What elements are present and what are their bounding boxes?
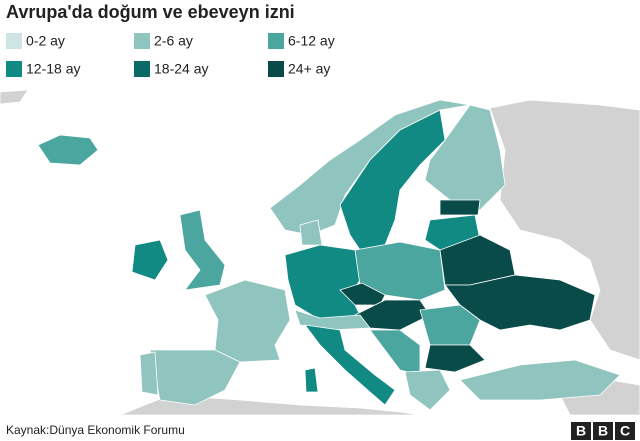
turkey	[459, 359, 621, 401]
legend-swatch	[268, 33, 284, 49]
logo-box	[571, 422, 591, 440]
denmark	[299, 219, 323, 246]
greenland-edge	[0, 89, 29, 105]
map	[0, 89, 640, 416]
legend-swatch	[268, 61, 284, 77]
legend-swatch	[134, 33, 150, 49]
legend-label: 2-6 ay	[154, 33, 193, 49]
legend-label: 18-24 ay	[154, 61, 208, 77]
legend-label: 0-2 ay	[26, 33, 65, 49]
legend-label: 24+ ay	[288, 61, 330, 77]
austria-swiss	[294, 309, 371, 331]
logo-letter: B	[598, 423, 608, 439]
czechia	[339, 282, 386, 306]
france	[204, 279, 291, 363]
legend-label: 12-18 ay	[26, 61, 80, 77]
legend-swatch	[6, 61, 22, 77]
legend-swatch	[6, 33, 22, 49]
ireland	[131, 239, 169, 281]
legend-swatch	[134, 61, 150, 77]
bulgaria	[424, 344, 486, 373]
sweden	[339, 109, 446, 251]
romania	[419, 304, 481, 346]
finland	[424, 104, 506, 211]
logo-box	[593, 422, 613, 440]
source: Kaynak:Dünya Ekonomik Forumu	[6, 423, 185, 437]
spain	[149, 349, 241, 406]
portugal	[139, 351, 159, 396]
title: Avrupa'da doğum ve ebeveyn izni	[6, 2, 295, 22]
greece	[404, 369, 451, 411]
uk	[179, 209, 226, 291]
logo-letter: C	[620, 423, 630, 439]
legend: 0-2 ay 2-6 ay 6-12 ay 12-18 ay 18-24 ay 24+ a…	[6, 33, 335, 77]
estonia	[439, 199, 481, 216]
balkans	[369, 329, 421, 376]
logo-letter: B	[576, 423, 586, 439]
legend-label: 6-12 ay	[288, 33, 335, 49]
sardinia	[304, 367, 319, 393]
ukraine	[444, 274, 596, 331]
iceland	[37, 134, 99, 166]
italy	[304, 324, 396, 406]
logo-box	[615, 422, 635, 440]
russia	[489, 99, 640, 361]
germany	[284, 244, 361, 321]
